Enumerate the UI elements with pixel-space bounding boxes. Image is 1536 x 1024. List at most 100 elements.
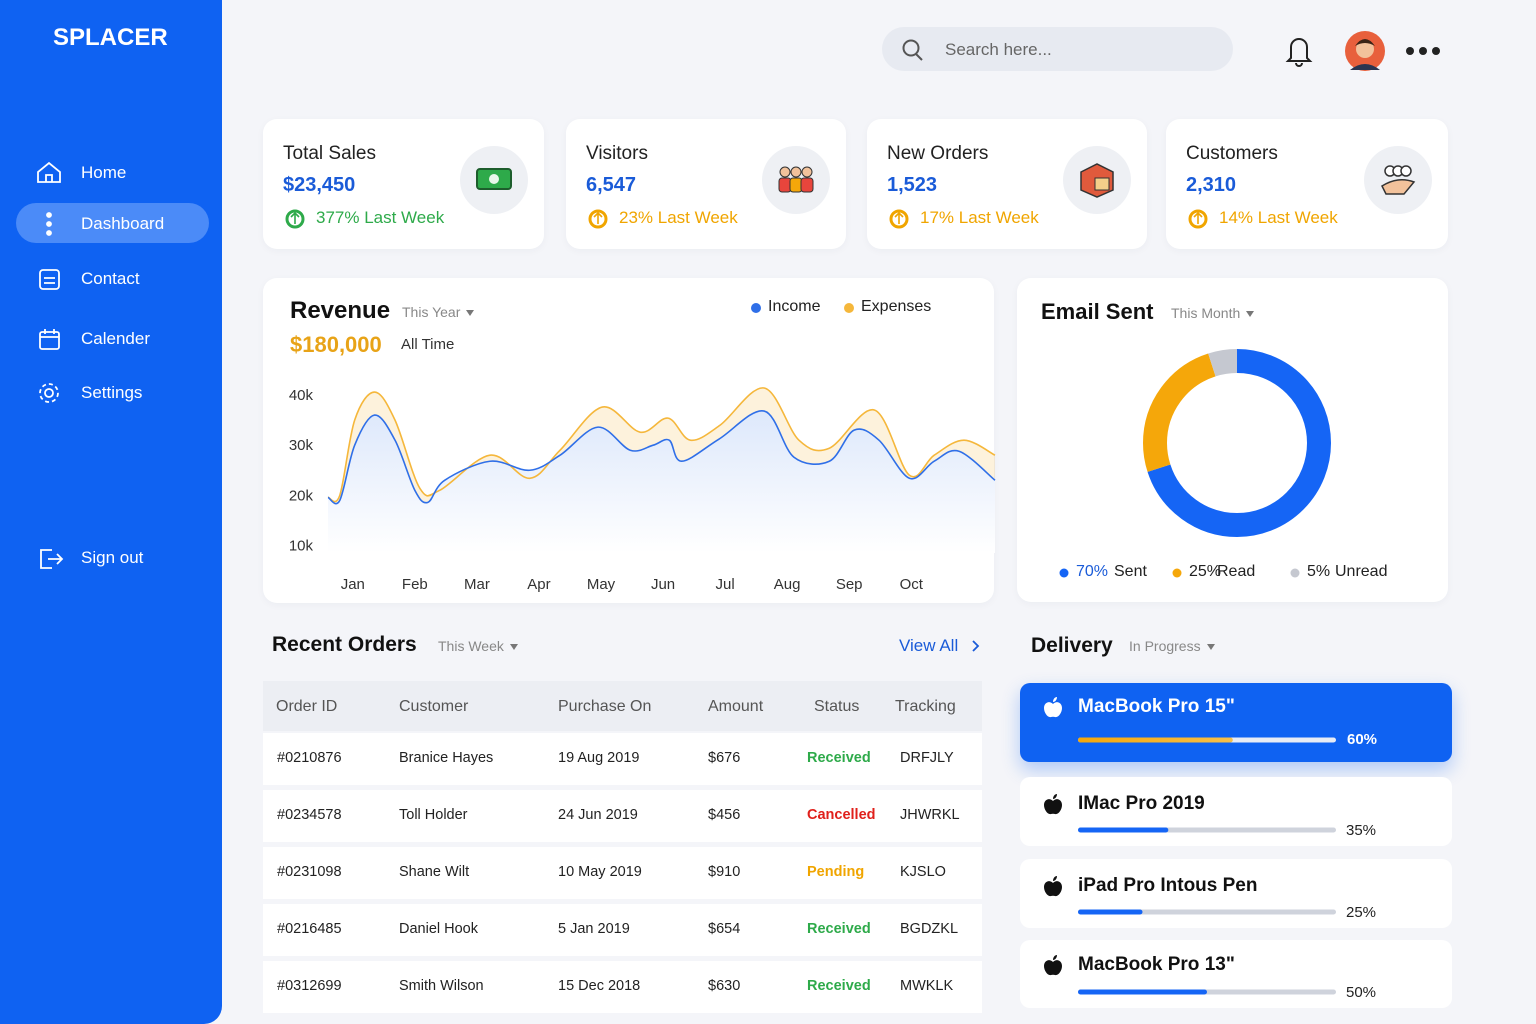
search-box[interactable] — [882, 27, 1233, 71]
stat-title: Customers — [1186, 142, 1278, 164]
filter-dropdown[interactable]: In Progress — [1129, 638, 1215, 655]
avatar-hair — [1355, 39, 1375, 46]
avatar-body — [1350, 64, 1380, 70]
bell-icon[interactable] — [1285, 38, 1313, 67]
revenue-card — [263, 278, 994, 603]
brand: SPLACER — [53, 23, 168, 51]
table-cell: Branice Hayes — [399, 750, 494, 767]
table-cell: $910 — [708, 864, 741, 881]
avatar[interactable] — [1345, 31, 1385, 71]
legend-label: Income — [768, 298, 821, 316]
sidebar — [0, 0, 222, 1024]
view-all-arrow[interactable] — [972, 640, 980, 652]
email-card — [1017, 278, 1448, 602]
table-row[interactable] — [263, 847, 982, 899]
search-placeholder[interactable]: Search here... — [945, 39, 1052, 59]
table-cell: JHWRKL — [900, 807, 960, 824]
table-cell: 5 Jan 2019 — [558, 921, 630, 938]
table-cell: DRFJLY — [900, 750, 954, 767]
more-dot[interactable] — [1419, 47, 1427, 55]
more-dot[interactable] — [1406, 47, 1414, 55]
stat-change: 14% Last Week — [1219, 207, 1338, 227]
nav-item[interactable]: Contact — [81, 268, 140, 288]
table-cell: $654 — [708, 921, 741, 938]
stat-title: Total Sales — [283, 142, 376, 164]
section-title: Recent Orders — [272, 633, 417, 657]
progress-label: 35% — [1346, 822, 1377, 839]
table-cell: $676 — [708, 750, 741, 767]
section-title: Delivery — [1031, 634, 1113, 658]
table-cell: Daniel Hook — [399, 921, 478, 938]
delivery-name: IMac Pro 2019 — [1078, 792, 1205, 814]
table-cell: 15 Dec 2018 — [558, 978, 641, 995]
status-badge: Pending — [807, 864, 865, 881]
delivery-item[interactable] — [1020, 859, 1452, 928]
table-cell: Shane Wilt — [399, 864, 470, 881]
stat-value: 2,310 — [1186, 174, 1237, 196]
nav-item[interactable]: Dashboard — [81, 213, 165, 233]
status-badge: Received — [807, 921, 871, 938]
table-cell: Smith Wilson — [399, 978, 484, 995]
legend-value: 70% — [1076, 563, 1109, 581]
delivery-name: iPad Pro Intous Pen — [1078, 874, 1258, 896]
column-header: Tracking — [895, 698, 956, 716]
table-cell: #0312699 — [277, 978, 342, 995]
stat-value: 6,547 — [586, 174, 637, 196]
stat-change: 377% Last Week — [316, 207, 445, 227]
stat-change: 17% Last Week — [920, 207, 1039, 227]
column-header: Status — [814, 698, 860, 716]
revenue-total-label: All Time — [401, 336, 455, 353]
chart-title: Email Sent — [1041, 298, 1154, 324]
nav-item[interactable]: Calender — [81, 328, 150, 348]
table-row[interactable] — [263, 904, 982, 956]
table-cell: MWKLK — [900, 978, 954, 995]
nav-item[interactable]: Sign out — [81, 547, 144, 567]
table-cell: $456 — [708, 807, 741, 824]
more-dot[interactable] — [1432, 47, 1440, 55]
legend-label: Unread — [1335, 563, 1388, 581]
column-header: Purchase On — [558, 698, 652, 716]
avatar-face — [1356, 40, 1374, 58]
stat-value: $23,450 — [283, 174, 356, 196]
nav-item[interactable]: Home — [81, 162, 127, 182]
table-cell: #0210876 — [277, 750, 342, 767]
table-cell: KJSLO — [900, 864, 946, 881]
table-cell: #0234578 — [277, 807, 342, 824]
legend-value: 5% — [1307, 563, 1331, 581]
column-header: Amount — [708, 698, 764, 716]
status-badge: Received — [807, 750, 871, 767]
period-dropdown[interactable]: This Week — [438, 638, 518, 655]
progress-label: 25% — [1346, 904, 1377, 921]
table-cell: 19 Aug 2019 — [558, 750, 640, 767]
status-badge: Received — [807, 978, 871, 995]
delivery-item[interactable] — [1020, 777, 1452, 846]
revenue-total: $180,000 — [290, 331, 382, 357]
delivery-name: MacBook Pro 13" — [1078, 953, 1235, 975]
table-cell: Toll Holder — [399, 807, 468, 824]
view-all-link[interactable]: View All — [899, 635, 959, 655]
period-dropdown[interactable]: This Month — [1171, 305, 1254, 322]
table-cell: #0216485 — [277, 921, 342, 938]
delivery-item[interactable] — [1020, 683, 1452, 762]
delivery-item[interactable] — [1020, 940, 1452, 1008]
status-badge: Cancelled — [807, 807, 876, 824]
table-row[interactable] — [263, 733, 982, 785]
table-cell: BGDZKL — [900, 921, 959, 938]
table-row[interactable] — [263, 961, 982, 1013]
period-dropdown[interactable]: This Year — [402, 304, 474, 321]
progress-label: 60% — [1347, 731, 1378, 748]
column-header: Order ID — [276, 698, 338, 716]
table-row[interactable] — [263, 790, 982, 842]
legend-label: Read — [1217, 563, 1256, 581]
stat-title: Visitors — [586, 142, 648, 164]
progress-label: 50% — [1346, 984, 1377, 1001]
table-cell: #0231098 — [277, 864, 342, 881]
table-header-bg — [263, 681, 982, 731]
table-cell: 24 Jun 2019 — [558, 807, 638, 824]
delivery-name: MacBook Pro 15" — [1078, 695, 1235, 717]
legend-label: Expenses — [861, 298, 932, 316]
nav-item[interactable]: Settings — [81, 382, 143, 402]
column-header: Customer — [399, 698, 469, 716]
legend-label: Sent — [1114, 563, 1147, 581]
